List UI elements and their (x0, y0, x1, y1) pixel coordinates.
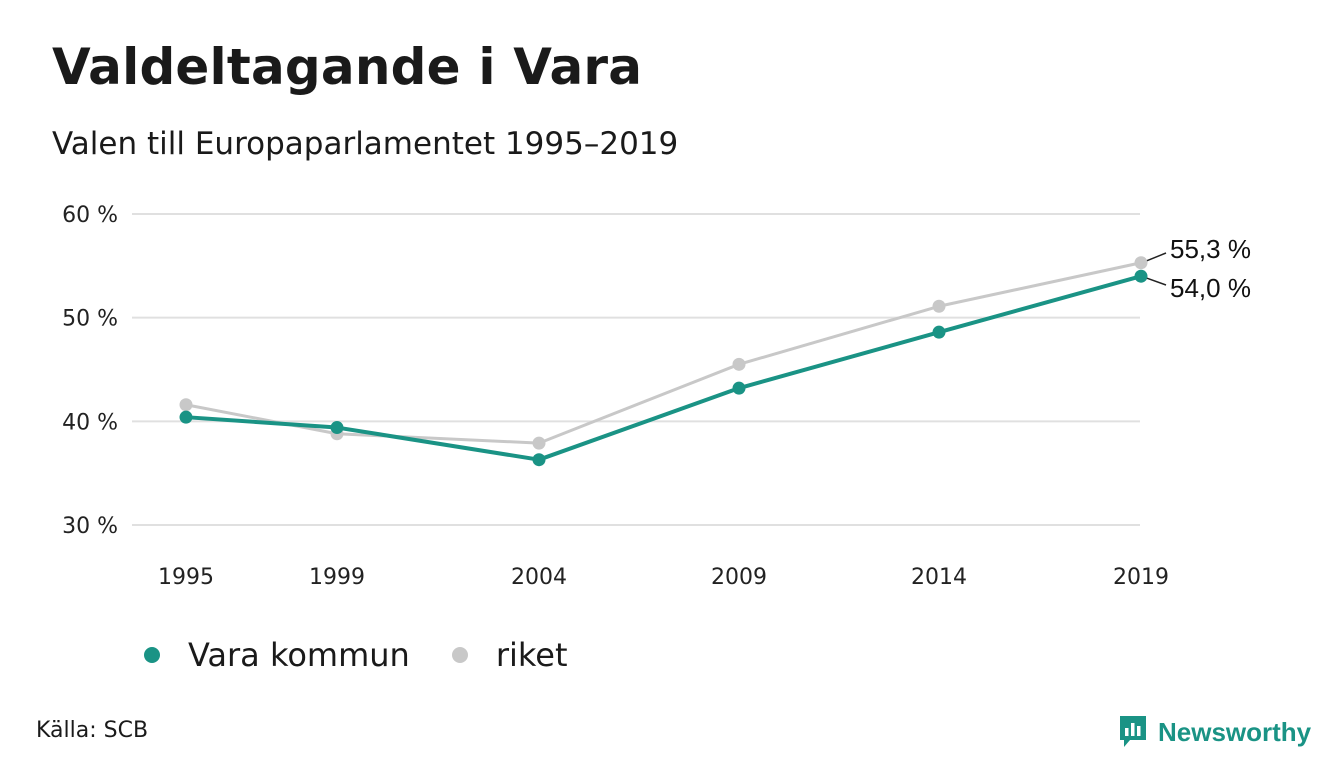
x-tick-label-1995: 1995 (158, 565, 214, 590)
legend: Vara kommun riket (144, 636, 610, 674)
point-vara-kommun-1995 (179, 410, 193, 424)
source-note: Källa: SCB (36, 718, 149, 743)
point-riket-2019 (1134, 256, 1148, 270)
leader-line-riket (1146, 252, 1167, 262)
point-vara-kommun-1999 (330, 421, 344, 435)
y-tick-label-30: 30 % (62, 514, 118, 539)
y-tick-label-40: 40 % (62, 410, 118, 435)
point-vara-kommun-2019 (1134, 269, 1148, 283)
x-tick-label-2004: 2004 (511, 565, 567, 590)
legend-dot-vara (144, 647, 160, 663)
legend-label-vara: Vara kommun (188, 636, 410, 674)
end-label-riket: 55,3 % (1170, 234, 1251, 264)
chart-title: Valdeltagande i Vara (52, 38, 643, 96)
point-riket-1995 (179, 398, 193, 412)
point-riket-2009 (732, 357, 746, 371)
end-label-vara: 54,0 % (1170, 273, 1251, 303)
y-tick-label-60: 60 % (62, 203, 118, 228)
point-vara-kommun-2014 (932, 325, 946, 339)
point-vara-kommun-2009 (732, 381, 746, 395)
y-tick-label-50: 50 % (62, 307, 118, 332)
leader-line-vara (1146, 277, 1167, 286)
legend-item-vara: Vara kommun (144, 636, 410, 674)
legend-item-riket: riket (451, 636, 568, 674)
point-riket-2014 (932, 299, 946, 313)
legend-label-riket: riket (495, 636, 568, 674)
point-riket-2004 (532, 436, 546, 450)
brand-name: Newsworthy (1158, 716, 1312, 747)
series-line-riket (185, 261, 1142, 445)
series-line-vara-kommun (185, 274, 1142, 462)
brand: Newsworthy (1118, 714, 1311, 750)
point-vara-kommun-2004 (532, 453, 546, 467)
x-tick-label-1999: 1999 (309, 565, 365, 590)
x-tick-label-2009: 2009 (711, 565, 767, 590)
chart-subtitle: Valen till Europaparlamentet 1995–2019 (52, 126, 679, 162)
legend-dot-riket (451, 647, 468, 663)
x-tick-label-2014: 2014 (911, 565, 967, 590)
x-tick-label-2019: 2019 (1113, 565, 1169, 590)
newsworthy-logo-icon (1120, 716, 1146, 747)
